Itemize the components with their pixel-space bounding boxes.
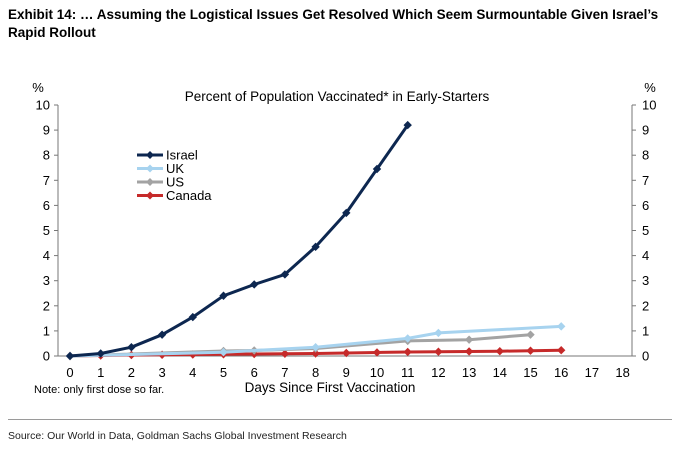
x-tick-label: 4 — [189, 365, 196, 380]
legend-marker-canada — [146, 191, 154, 200]
data-point-canada — [526, 346, 535, 355]
data-point-canada — [557, 346, 566, 355]
data-point-israel — [372, 164, 382, 174]
x-tick-label: 8 — [312, 365, 319, 380]
y-tick-label-left: 2 — [43, 298, 50, 313]
x-tick-label: 1 — [97, 365, 104, 380]
legend-label-us: US — [166, 175, 184, 190]
source-text: Source: Our World in Data, Goldman Sachs… — [8, 430, 347, 442]
data-point-us — [526, 330, 535, 339]
y-axis-unit-left: % — [32, 80, 44, 95]
x-tick-label: 6 — [251, 365, 258, 380]
x-tick-label: 12 — [431, 365, 445, 380]
exhibit-title: Exhibit 14: … Assuming the Logistical Is… — [8, 7, 659, 40]
data-point-uk — [557, 322, 566, 331]
x-tick-label: 16 — [554, 365, 568, 380]
data-point-us — [464, 335, 474, 344]
data-point-uk — [434, 328, 443, 338]
y-tick-label-right: 10 — [642, 98, 656, 113]
y-tick-label-left: 5 — [43, 223, 50, 238]
divider — [8, 419, 672, 420]
y-tick-label-left: 9 — [43, 123, 50, 138]
data-point-uk — [311, 343, 320, 352]
y-tick-label-right: 2 — [642, 298, 649, 313]
data-point-israel — [65, 351, 75, 361]
legend-marker-uk — [146, 164, 154, 173]
series-group — [65, 120, 566, 361]
data-point-israel — [96, 349, 105, 358]
data-point-canada — [434, 347, 443, 356]
x-tick-label: 2 — [128, 365, 135, 380]
y-tick-label-left: 7 — [43, 173, 50, 188]
y-tick-label-right: 4 — [642, 248, 649, 263]
data-point-israel — [250, 280, 259, 289]
y-tick-label-right: 9 — [642, 123, 649, 138]
y-axis-unit-right: % — [644, 80, 656, 95]
data-point-israel — [280, 270, 290, 279]
x-tick-label: 7 — [281, 365, 288, 380]
x-tick-label: 3 — [158, 365, 165, 380]
data-point-canada — [342, 348, 351, 358]
footnote: Note: only first dose so far. — [34, 384, 165, 396]
y-tick-label-left: 10 — [36, 98, 50, 113]
x-axis-label: Days Since First Vaccination — [245, 380, 416, 395]
y-tick-label-right: 5 — [642, 223, 649, 238]
legend-marker-israel — [146, 151, 154, 159]
y-tick-label-right: 3 — [642, 273, 649, 288]
x-tick-label: 13 — [462, 365, 476, 380]
y-tick-label-right: 1 — [642, 323, 649, 338]
data-point-canada — [311, 349, 320, 358]
data-point-canada — [280, 349, 290, 358]
x-tick-label: 0 — [66, 365, 73, 380]
data-point-israel — [342, 208, 351, 218]
data-point-uk — [219, 348, 228, 357]
y-tick-label-left: 4 — [43, 248, 50, 263]
axes — [54, 104, 636, 357]
data-point-uk — [403, 334, 412, 343]
legend-label-israel: Israel — [166, 148, 198, 163]
y-tick-label-right: 7 — [642, 173, 649, 188]
y-tick-label-left: 8 — [43, 148, 50, 163]
data-point-israel — [188, 312, 197, 322]
data-point-israel — [127, 343, 136, 352]
x-tick-label: 18 — [615, 365, 629, 380]
y-tick-label-left: 1 — [43, 323, 50, 338]
series-line-uk — [69, 324, 562, 358]
x-tick-label: 5 — [220, 365, 227, 380]
y-tick-label-left: 3 — [43, 273, 50, 288]
x-tick-label: 11 — [401, 365, 415, 380]
data-point-canada — [372, 348, 382, 357]
x-tick-label: 15 — [523, 365, 537, 380]
y-tick-label-right: 0 — [642, 349, 649, 364]
data-point-israel — [311, 242, 320, 252]
y-tick-label-right: 8 — [642, 148, 649, 163]
chart-title: Percent of Population Vaccinated* in Ear… — [185, 89, 490, 104]
y-tick-label-left: 0 — [43, 349, 50, 364]
data-point-israel — [403, 120, 412, 130]
data-point-canada — [403, 347, 412, 357]
series-line-israel — [69, 124, 409, 358]
y-tick-label-right: 6 — [642, 198, 649, 213]
x-tick-label: 17 — [585, 365, 599, 380]
x-tick-label: 9 — [343, 365, 350, 380]
data-point-canada — [464, 347, 474, 356]
tick-labels: 0 01 12 23 34 45 56 67 78 89 910 100 1 2 3 4 5 6 7 8 9 10 11 12… — [36, 98, 657, 381]
data-point-israel — [157, 330, 167, 339]
x-tick-label: 14 — [493, 365, 507, 380]
data-point-israel — [219, 291, 228, 300]
x-tick-label: 10 — [370, 365, 384, 380]
legend-label-uk: UK — [166, 161, 184, 176]
legend-marker-us — [146, 178, 154, 186]
y-tick-label-left: 6 — [43, 198, 50, 213]
legend-label-canada: Canada — [166, 188, 212, 203]
data-point-canada — [495, 347, 504, 356]
